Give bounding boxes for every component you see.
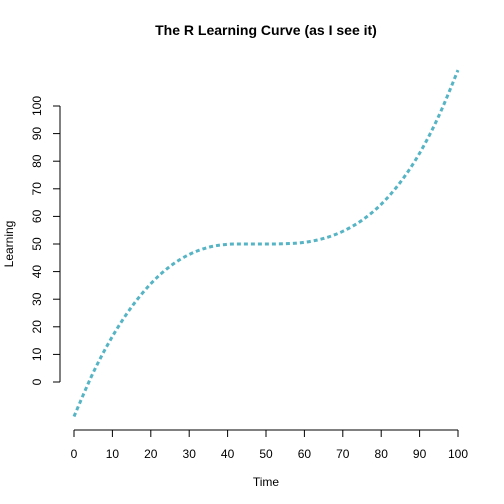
y-tick-label: 20 bbox=[30, 320, 44, 334]
y-tick-label: 100 bbox=[30, 96, 44, 116]
x-tick-label: 50 bbox=[259, 447, 273, 461]
y-tick-label: 10 bbox=[30, 347, 44, 361]
y-tick-label: 40 bbox=[30, 265, 44, 279]
y-axis-label: Learning bbox=[2, 221, 16, 268]
y-tick-label: 60 bbox=[30, 209, 44, 223]
x-tick-label: 90 bbox=[413, 447, 427, 461]
x-tick-label: 40 bbox=[221, 447, 235, 461]
x-tick-label: 80 bbox=[375, 447, 389, 461]
x-axis-label: Time bbox=[253, 475, 280, 489]
x-tick-label: 30 bbox=[183, 447, 197, 461]
chart-title: The R Learning Curve (as I see it) bbox=[155, 22, 377, 38]
x-tick-label: 100 bbox=[448, 447, 468, 461]
y-tick-label: 0 bbox=[30, 378, 44, 385]
series-line bbox=[72, 69, 460, 418]
y-tick-label: 30 bbox=[30, 292, 44, 306]
x-axis-ticks: 0 10 20 30 40 50 60 70 80 90 100 bbox=[71, 430, 468, 461]
y-tick-label: 50 bbox=[30, 237, 44, 251]
y-tick-label: 70 bbox=[30, 182, 44, 196]
plot-area bbox=[72, 69, 460, 418]
x-tick-label: 20 bbox=[144, 447, 158, 461]
y-tick-label: 80 bbox=[30, 154, 44, 168]
y-axis-ticks: 0 10 20 30 40 50 60 70 80 90 100 bbox=[30, 96, 60, 385]
x-tick-label: 10 bbox=[106, 447, 120, 461]
y-tick-label: 90 bbox=[30, 127, 44, 141]
x-tick-label: 0 bbox=[71, 447, 78, 461]
x-tick-label: 60 bbox=[298, 447, 312, 461]
x-tick-label: 70 bbox=[336, 447, 350, 461]
